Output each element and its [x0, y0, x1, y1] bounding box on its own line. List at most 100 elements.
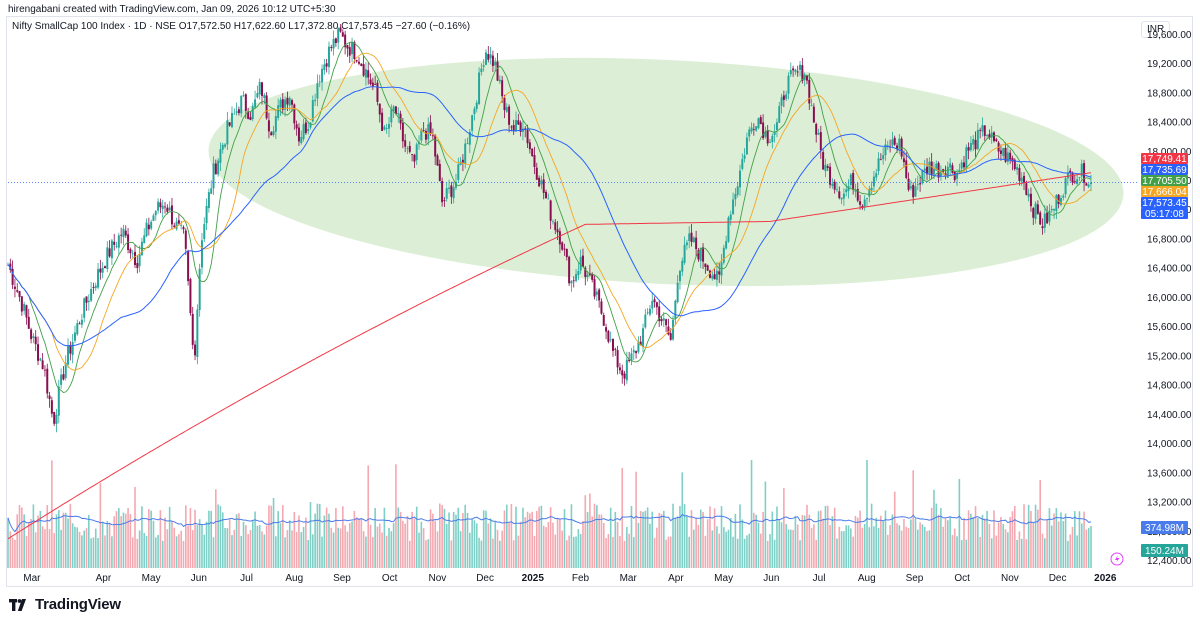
candle-body [533, 155, 536, 167]
volume-bar [699, 509, 702, 568]
volume-bar [388, 527, 390, 568]
volume-bar [704, 535, 707, 568]
volume-bar [171, 521, 173, 568]
volume-bar [572, 536, 575, 568]
candle-body [323, 64, 326, 71]
volume-bar [526, 511, 529, 568]
candle-body [979, 130, 982, 131]
volume-bar [201, 524, 203, 568]
volume-bar [621, 468, 624, 568]
volume-bar [540, 505, 543, 568]
candle-body [1071, 172, 1074, 183]
volume-bar [1037, 509, 1039, 568]
volume-bar [189, 507, 192, 568]
volume-bar [353, 510, 356, 568]
candle-body [1023, 175, 1026, 183]
volume-bar [99, 483, 102, 568]
volume-bar [522, 507, 524, 568]
last-price-badge-label: 17,573.45 [1142, 198, 1187, 209]
candle-body [473, 108, 476, 115]
candle-body [972, 138, 975, 145]
candle-body [429, 122, 432, 135]
volume-bar [764, 481, 767, 568]
volume-bar [979, 536, 981, 568]
volume-bar [517, 535, 520, 568]
candle-body [655, 302, 658, 308]
candle-body [866, 198, 869, 200]
volume-bar [907, 528, 910, 568]
currency-button[interactable]: INR [1141, 21, 1171, 38]
chart-pane[interactable] [6, 16, 1193, 587]
candle-body [923, 168, 926, 172]
volume-bar [316, 503, 319, 568]
candle-body [912, 184, 915, 198]
candle-body [669, 333, 672, 340]
volume-bar [420, 521, 423, 568]
candle-body [378, 103, 381, 115]
candle-body [20, 296, 23, 312]
candle-body [242, 95, 245, 97]
tradingview-logo[interactable]: TradingView [9, 596, 121, 613]
candle-body [505, 107, 508, 112]
volume-bar [1030, 510, 1032, 568]
volume-bar [1023, 504, 1025, 568]
volume-bar [249, 529, 252, 568]
volume-bar [958, 478, 961, 568]
candle-body [150, 221, 153, 229]
volume-bar [831, 516, 834, 568]
candle-body [272, 131, 275, 135]
candle-body [279, 100, 282, 108]
volume-bar [263, 534, 266, 568]
candle-body [526, 130, 529, 144]
candle-body [773, 131, 776, 135]
volume-ma-badge-label: 374.98M [1145, 523, 1184, 534]
volume-bar [7, 517, 9, 568]
candle-body [909, 186, 912, 189]
candle-body [115, 245, 118, 247]
volume-bar [53, 533, 55, 568]
candle-body [138, 253, 141, 267]
x-axis-tick-label: Jun [191, 573, 207, 584]
candle-body [415, 144, 418, 161]
candle-body [1016, 167, 1019, 170]
volume-bar [545, 527, 547, 568]
symbol-legend[interactable]: Nifty SmallCap 100 Index · 1D · NSE O17,… [12, 21, 471, 32]
volume-bar [843, 531, 845, 568]
volume-bar [485, 510, 487, 568]
volume-bar [1044, 538, 1046, 568]
candle-body [388, 124, 391, 129]
volume-bar [427, 539, 430, 568]
volume-bar [693, 529, 695, 568]
volume-bar [626, 527, 628, 568]
ma20-line [7, 52, 1092, 371]
volume-bar [686, 516, 688, 568]
volume-bar [780, 522, 783, 568]
volume-bar [71, 523, 74, 568]
volume-bar [185, 505, 187, 568]
candle-body [73, 332, 76, 341]
candle-body [639, 341, 642, 346]
volume-bar [833, 507, 836, 568]
candle-body [445, 188, 448, 199]
candle-body [309, 122, 312, 128]
volume-bar [596, 505, 598, 568]
volume-bar [748, 533, 751, 568]
volume-bar [949, 516, 951, 568]
volume-bar [637, 522, 640, 568]
candle-body [799, 64, 802, 70]
candle-body [549, 200, 552, 221]
volume-bar [967, 510, 970, 568]
candle-body [759, 117, 762, 125]
volume-bar [492, 538, 494, 568]
candle-body [875, 173, 878, 178]
volume-bar [977, 518, 979, 568]
candle-body [381, 112, 384, 131]
ma50-line [7, 86, 1092, 347]
candle-body [302, 124, 305, 139]
candle-body [76, 323, 79, 335]
volume-bar [1013, 505, 1016, 568]
volume-bar [256, 525, 259, 568]
candle-body [780, 97, 783, 106]
candle-body [577, 270, 580, 276]
